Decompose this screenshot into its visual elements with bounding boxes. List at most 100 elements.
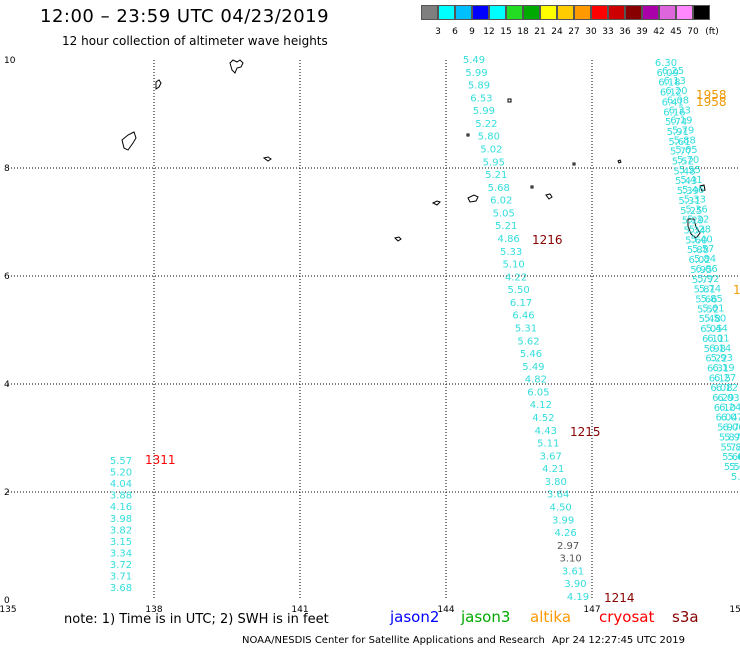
swh-value: 6.33	[669, 106, 691, 117]
swh-value: 4.04	[110, 479, 132, 490]
swh-value: 5.98	[704, 344, 726, 355]
map-subtitle: 12 hour collection of altimeter wave hei…	[62, 34, 328, 48]
swh-value: 5.31	[515, 324, 537, 335]
swh-value: 3.64	[547, 490, 569, 501]
swh-value: 5.92	[697, 274, 719, 285]
swh-value: 5.61	[702, 304, 724, 315]
island-outline	[229, 59, 244, 74]
swh-value: 3.15	[110, 537, 132, 548]
scale-label: 33	[602, 27, 614, 37]
swh-value: 6.01	[707, 333, 729, 344]
scale-swatch	[472, 5, 489, 20]
swh-value: 6.46	[512, 311, 534, 322]
swh-value: 5.20	[110, 468, 132, 479]
scale-label: 21	[534, 27, 546, 37]
swh-value: 6.17	[510, 298, 532, 309]
swh-value: 5.81	[694, 285, 716, 296]
x-tick-label: 138	[145, 605, 162, 615]
scale-label: 9	[469, 27, 475, 37]
swh-value: 5.50	[704, 314, 726, 325]
generated-timestamp: Apr 24 12:27:45 UTC 2019	[552, 635, 685, 646]
swh-value: 6.09	[657, 68, 679, 79]
swh-value: 5.52	[672, 157, 694, 168]
x-tick-label: 144	[437, 605, 454, 615]
swh-value: 6.53	[470, 93, 492, 104]
mission-jason3: jason3	[461, 608, 511, 626]
scale-label: 39	[636, 27, 648, 37]
island-outline	[431, 200, 441, 206]
island-outlines	[121, 59, 706, 242]
island-outline	[687, 218, 701, 239]
swh-value: 6.14	[709, 343, 731, 354]
swh-value: 6.18	[658, 78, 680, 89]
swh-value: 5.39	[677, 186, 699, 197]
scale-swatch	[523, 5, 540, 20]
scale-swatch	[693, 5, 710, 20]
swh-value: 5.95	[483, 157, 505, 168]
swh-value: 6.41	[662, 97, 684, 108]
x-tick-label: 150	[729, 605, 740, 615]
swh-value: 5.40	[690, 234, 712, 245]
scale-label: 6	[452, 27, 458, 37]
scale-swatch	[574, 5, 591, 20]
scale-label: 12	[483, 27, 495, 37]
swh-value: 3.90	[564, 579, 586, 590]
swh-value: 3.71	[110, 572, 132, 583]
swh-value: 6.02	[490, 196, 512, 207]
swh-value: 3.88	[110, 491, 132, 502]
swh-value: 6.06	[696, 264, 718, 275]
swh-value: 5.99	[465, 68, 487, 79]
track-time-label: 1215	[570, 425, 601, 439]
swh-value: 6.27	[714, 373, 736, 384]
track-time-label: 1214	[604, 591, 635, 605]
swh-value: 6.13	[664, 76, 686, 87]
swh-value: 5.55	[679, 165, 701, 176]
swh-value: 5.49	[463, 55, 485, 66]
swh-value: 3.98	[110, 514, 132, 525]
swh-value: 4.21	[542, 464, 564, 475]
swh-value: 5.69	[728, 452, 740, 463]
swh-value: 5.70	[677, 155, 699, 166]
scale-label: 45	[670, 27, 682, 37]
x-tick-label: 141	[291, 605, 308, 615]
scale-label: 18	[517, 27, 529, 37]
swh-value: 5.33	[500, 247, 522, 258]
swh-value: 5.33	[684, 195, 706, 206]
swh-value: 3.80	[545, 477, 567, 488]
island-outline	[121, 131, 137, 151]
swh-value: 4.26	[554, 528, 576, 539]
swh-value: 6.31	[707, 363, 729, 374]
swh-value: 5.31	[678, 196, 700, 207]
swh-value: 4.22	[505, 272, 527, 283]
island-outline	[394, 236, 402, 242]
track-time-label: 1311	[145, 453, 176, 467]
swh-value: 5.43	[675, 176, 697, 187]
swh-value: 6.04	[715, 413, 737, 424]
track-time-label: 1216	[532, 233, 563, 247]
scale-swatch	[642, 5, 659, 20]
scale-label: 3	[435, 27, 441, 37]
swh-value: 6.20	[665, 86, 687, 97]
swh-value: 6.11	[702, 334, 724, 345]
swh-value: 5.66	[695, 294, 717, 305]
swh-value: 5.57	[692, 244, 714, 255]
track-time-label: 1958	[696, 95, 727, 109]
scale-label: 70	[687, 27, 699, 37]
swh-value: 6.19	[712, 363, 734, 374]
island-outline	[530, 185, 534, 189]
y-tick-label: 4	[4, 380, 10, 390]
swh-value: 5.52	[697, 304, 719, 315]
swh-value: 5.99	[473, 106, 495, 117]
scale-swatch	[676, 5, 693, 20]
y-tick-label: 6	[4, 272, 10, 282]
island-outline	[467, 194, 479, 203]
swh-value: 5.62	[517, 336, 539, 347]
scale-label: 30	[585, 27, 597, 37]
scale-label: 15	[500, 27, 512, 37]
swh-value: 6.05	[527, 387, 549, 398]
swh-value: 5.97	[717, 423, 739, 434]
swh-value: 5.87	[719, 432, 740, 443]
swh-value: 6.03	[717, 393, 739, 404]
island-outline	[617, 159, 622, 164]
map-grid	[8, 60, 738, 600]
